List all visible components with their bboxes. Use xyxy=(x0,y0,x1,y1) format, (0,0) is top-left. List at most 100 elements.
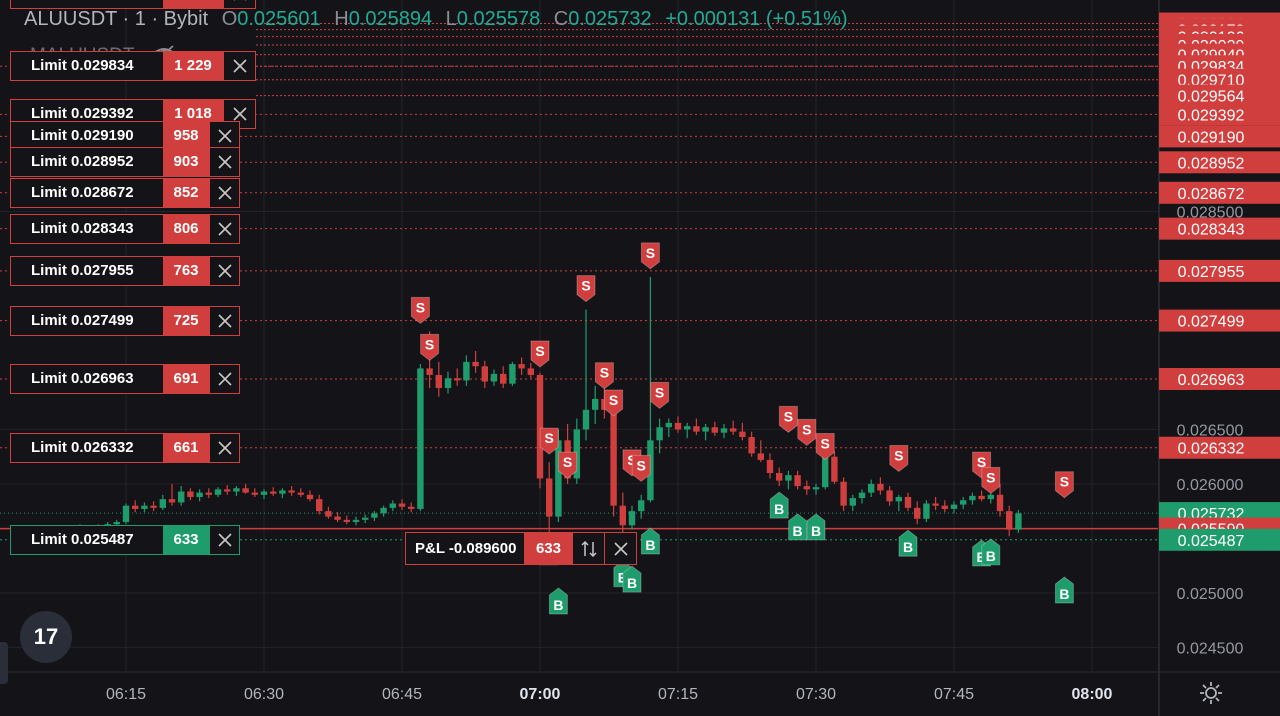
candle xyxy=(858,492,866,499)
order-ticket[interactable]: Limit 0.029834 1 229 xyxy=(10,51,256,82)
marker-label: S xyxy=(894,448,903,464)
buy-marker: B xyxy=(640,527,660,555)
sell-marker: S xyxy=(640,242,660,270)
close-icon[interactable] xyxy=(209,256,239,285)
order-qty[interactable]: 691 xyxy=(163,364,209,393)
order-qty[interactable]: 633 xyxy=(163,525,209,554)
candle xyxy=(518,364,525,369)
close-icon[interactable] xyxy=(209,433,239,462)
price-label: 0.027499 xyxy=(1178,314,1245,331)
price-label: 0.026332 xyxy=(1178,441,1245,458)
candle xyxy=(812,487,820,490)
order-ticket[interactable]: Limit 0.027955 763 xyxy=(10,255,240,286)
close-icon[interactable] xyxy=(209,525,239,554)
order-label: Limit 0.029834 xyxy=(11,52,163,81)
close-icon[interactable] xyxy=(223,100,255,129)
order-qty[interactable]: 3 800 xyxy=(163,0,223,9)
marker-label: S xyxy=(600,365,609,381)
order-qty[interactable]: 661 xyxy=(163,433,209,462)
marker-label: S xyxy=(637,457,646,473)
order-qty[interactable]: 763 xyxy=(163,256,209,285)
candle xyxy=(509,364,516,384)
close-icon[interactable] xyxy=(209,122,239,151)
gear-icon[interactable] xyxy=(1198,680,1224,706)
order-qty[interactable]: 852 xyxy=(163,178,209,207)
order-ticket[interactable]: Limit 0.028952 903 xyxy=(10,147,240,178)
symbol-header: ALUUSDT · 1 · Bybit O0.025601 H0.025894 … xyxy=(24,8,848,31)
candle xyxy=(628,511,636,526)
candle xyxy=(868,483,875,493)
order-ticket[interactable]: Limit 0.025487 633 xyxy=(10,524,240,555)
candle xyxy=(674,422,682,430)
close-icon[interactable] xyxy=(223,52,255,81)
candle xyxy=(748,437,755,454)
marker-label: B xyxy=(553,597,563,613)
candle xyxy=(932,503,939,506)
sell-marker: S xyxy=(594,362,614,390)
candle xyxy=(316,499,323,512)
candle xyxy=(389,503,396,508)
sell-marker: S xyxy=(631,454,651,482)
price-label-box xyxy=(1159,217,1280,240)
change-value: +0.000131 (+0.51%) xyxy=(665,8,848,30)
position-qty[interactable]: 633 xyxy=(524,533,573,564)
order-qty[interactable]: 903 xyxy=(163,148,209,177)
candle xyxy=(196,492,203,497)
close-icon[interactable] xyxy=(209,306,239,335)
order-ticket[interactable]: Limit 0.026963 691 xyxy=(10,363,240,394)
candle xyxy=(803,486,810,490)
order-ticket[interactable]: Limit 0.028672 852 xyxy=(10,177,240,208)
order-ticket[interactable]: Limit 0.028343 806 xyxy=(10,213,240,244)
close-icon[interactable] xyxy=(209,214,239,243)
position-line-label[interactable]: P&L -0.089600 633 xyxy=(405,532,638,565)
order-label: Limit 0.027499 xyxy=(11,306,163,335)
candle xyxy=(996,494,1004,512)
reverse-icon[interactable] xyxy=(572,533,604,564)
order-qty[interactable]: 958 xyxy=(163,122,209,151)
order-qty[interactable]: 725 xyxy=(163,306,209,335)
candle xyxy=(214,489,222,495)
candle xyxy=(288,490,295,493)
candle xyxy=(730,428,737,432)
candle xyxy=(656,427,663,441)
candle xyxy=(895,496,902,502)
close-icon[interactable] xyxy=(209,148,239,177)
order-ticket[interactable]: Limit 0.029190 958 xyxy=(10,121,240,152)
candle xyxy=(352,519,360,523)
price-label-box xyxy=(1159,125,1280,148)
order-label: Limit 0.026332 xyxy=(11,433,163,462)
order-qty[interactable]: 1 229 xyxy=(163,52,223,81)
candle xyxy=(904,496,912,508)
sidebar-toggle[interactable] xyxy=(0,642,8,684)
close-icon[interactable] xyxy=(209,364,239,393)
marker-label: S xyxy=(1060,474,1069,490)
price-label: 0.029564 xyxy=(1178,89,1245,106)
candle xyxy=(500,373,507,384)
candle xyxy=(1006,511,1013,530)
tradingview-logo[interactable]: 17 xyxy=(20,611,72,663)
candle xyxy=(205,492,212,495)
order-ticket[interactable]: Limit 0.0304933 800 xyxy=(10,0,256,10)
order-ticket[interactable]: Limit 0.026332 661 xyxy=(10,432,240,463)
marker-label: S xyxy=(563,454,572,470)
sell-marker: S xyxy=(1054,471,1074,499)
candle xyxy=(610,409,617,506)
marker-label: B xyxy=(977,549,987,565)
candle xyxy=(536,374,544,479)
buy-marker: B xyxy=(788,513,808,541)
order-qty[interactable]: 806 xyxy=(163,214,209,243)
marker-label: S xyxy=(821,436,830,452)
candle xyxy=(693,426,700,432)
candle xyxy=(739,431,746,438)
candle xyxy=(923,503,930,519)
time-tick-label: 06:15 xyxy=(106,686,146,703)
close-icon[interactable] xyxy=(209,178,239,207)
close-icon[interactable] xyxy=(223,0,255,9)
order-ticket[interactable]: Limit 0.027499 725 xyxy=(10,305,240,336)
symbol-title[interactable]: ALUUSDT · 1 · Bybit xyxy=(24,8,209,30)
marker-label: B xyxy=(903,539,913,555)
open-value: 0.025601 xyxy=(237,8,321,30)
close-position-icon[interactable] xyxy=(604,533,636,564)
